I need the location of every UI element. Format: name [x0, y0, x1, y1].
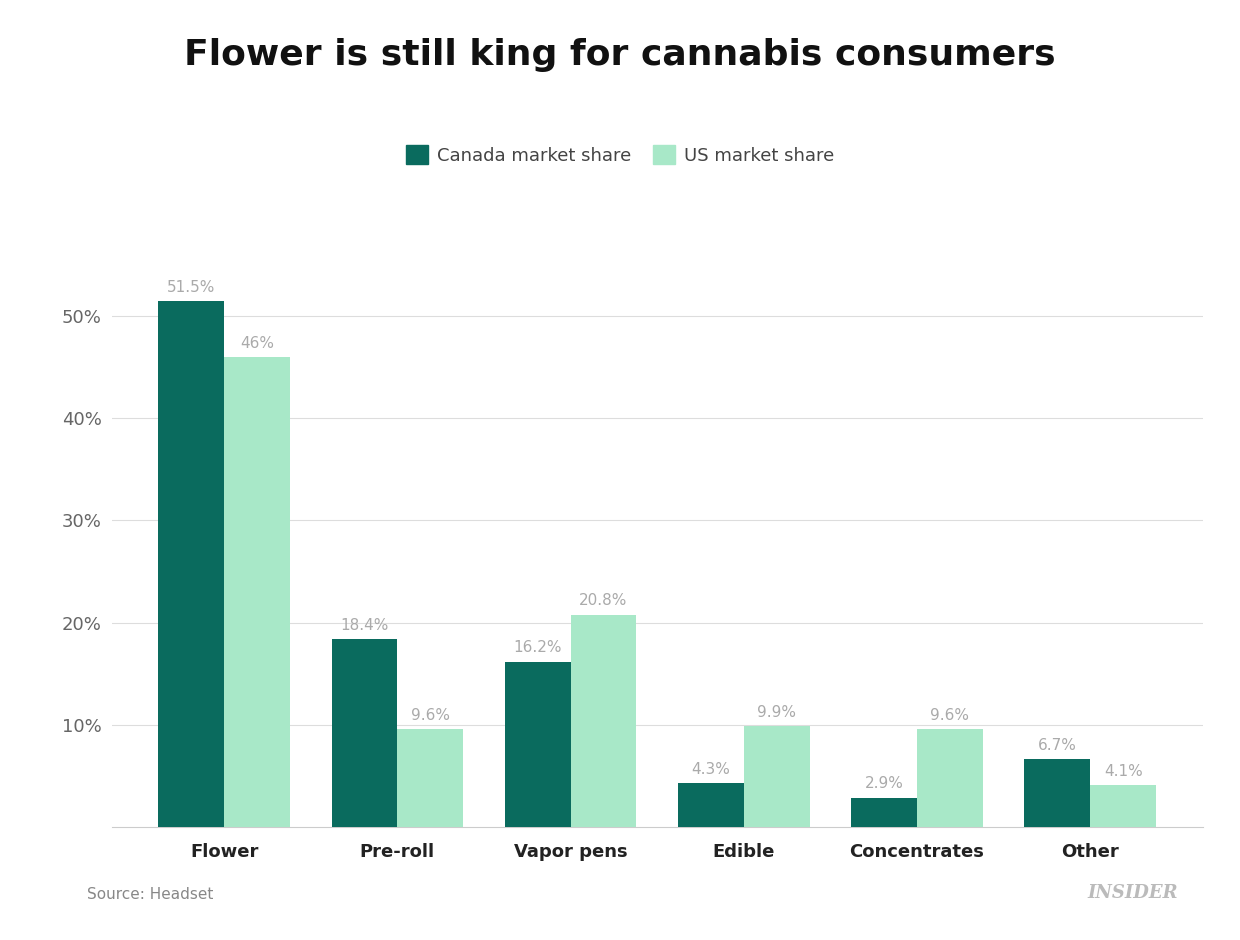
- Text: 9.6%: 9.6%: [930, 708, 970, 723]
- Bar: [744, 726, 810, 827]
- Bar: [918, 729, 983, 827]
- Bar: [570, 615, 636, 827]
- Bar: [331, 639, 397, 827]
- Text: Source: Headset: Source: Headset: [87, 887, 213, 902]
- Text: 18.4%: 18.4%: [340, 618, 388, 633]
- Bar: [851, 797, 918, 827]
- Text: 20.8%: 20.8%: [579, 593, 627, 608]
- Text: 51.5%: 51.5%: [167, 279, 216, 294]
- Bar: [397, 729, 464, 827]
- Bar: [159, 301, 224, 827]
- Bar: [678, 783, 744, 827]
- Text: 9.9%: 9.9%: [758, 705, 796, 720]
- Text: 4.1%: 4.1%: [1104, 764, 1142, 779]
- Bar: [1024, 759, 1090, 827]
- Text: Flower is still king for cannabis consumers: Flower is still king for cannabis consum…: [185, 38, 1055, 71]
- Bar: [224, 357, 290, 827]
- Bar: [1090, 785, 1156, 827]
- Text: INSIDER: INSIDER: [1087, 885, 1178, 902]
- Legend: Canada market share, US market share: Canada market share, US market share: [407, 146, 833, 164]
- Text: 16.2%: 16.2%: [513, 640, 562, 655]
- Bar: [505, 662, 570, 827]
- Text: 6.7%: 6.7%: [1038, 738, 1076, 753]
- Text: 46%: 46%: [241, 336, 274, 351]
- Text: 2.9%: 2.9%: [864, 776, 904, 791]
- Text: 9.6%: 9.6%: [410, 708, 450, 723]
- Text: 4.3%: 4.3%: [692, 762, 730, 777]
